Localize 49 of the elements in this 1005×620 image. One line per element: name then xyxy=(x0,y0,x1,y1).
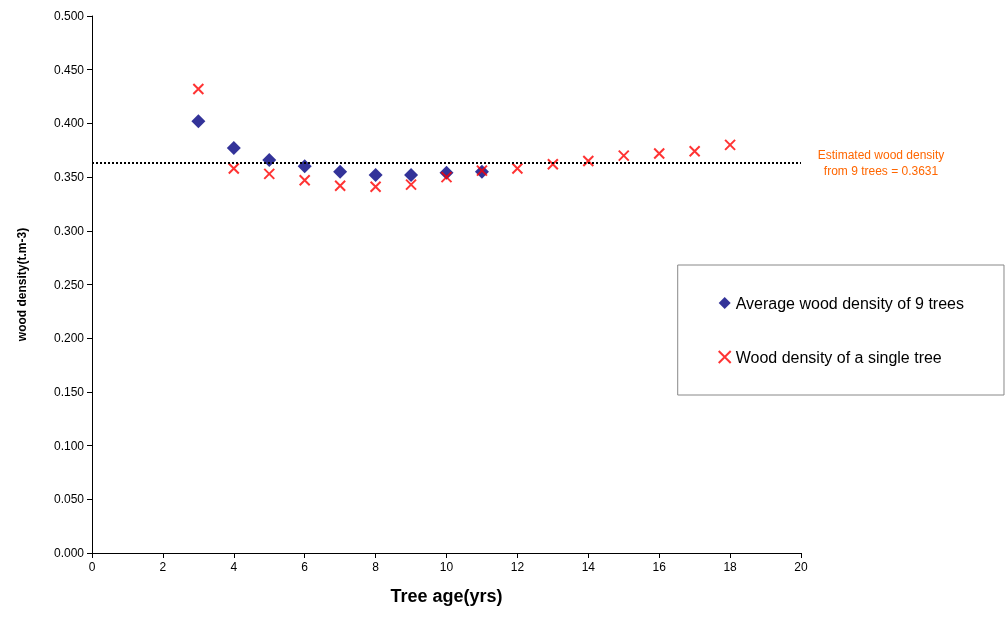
y-tick-label: 0.400 xyxy=(53,116,85,131)
y-tick-label: 0.200 xyxy=(53,331,85,346)
y-tick-label: 0.350 xyxy=(53,170,85,185)
x-axis-title: Tree age(yrs) xyxy=(390,586,503,606)
point xyxy=(368,167,383,182)
point xyxy=(192,83,205,96)
x-tick-label: 10 xyxy=(439,560,454,574)
x-tick-label: 14 xyxy=(581,560,596,574)
point xyxy=(263,167,276,180)
point xyxy=(511,162,524,175)
point xyxy=(298,174,311,187)
point xyxy=(369,180,382,193)
point xyxy=(582,154,595,167)
y-tick-label: 0.300 xyxy=(53,223,85,238)
point xyxy=(333,164,348,179)
y-tick-label: 0.000 xyxy=(53,546,85,560)
point xyxy=(297,159,312,174)
legend-label: Wood density of a single tree xyxy=(735,348,942,366)
point xyxy=(405,178,418,191)
y-tick-label: 0.500 xyxy=(53,9,85,23)
point xyxy=(653,147,666,160)
point xyxy=(688,145,701,158)
y-tick-label: 0.250 xyxy=(53,277,85,292)
point xyxy=(262,152,277,167)
y-tick-label: 0.100 xyxy=(53,438,85,453)
x-tick-label: 12 xyxy=(510,560,525,574)
y-tick-label: 0.450 xyxy=(53,62,85,77)
y-tick-label: 0.050 xyxy=(53,492,85,507)
x-tick-label: 16 xyxy=(652,560,667,574)
point xyxy=(226,141,241,156)
x-tick-label: 8 xyxy=(372,560,380,574)
point xyxy=(227,162,240,175)
point xyxy=(617,149,630,162)
y-tick-label: 0.150 xyxy=(53,384,85,399)
legend-label: Average wood density of 9 trees xyxy=(735,294,965,312)
point xyxy=(440,171,453,184)
x-tick-label: 0 xyxy=(88,560,96,574)
point xyxy=(404,167,419,182)
point xyxy=(546,158,559,171)
x-tick-label: 6 xyxy=(301,560,309,574)
point xyxy=(191,114,206,129)
x-tick-label: 20 xyxy=(794,560,808,574)
point xyxy=(724,138,737,151)
x-tick-label: 2 xyxy=(159,560,167,574)
ref-line-label: Estimated wood density from 9 trees = 0.3631 xyxy=(817,148,945,179)
y-axis-title: wood density(t.m-3) xyxy=(15,227,29,343)
point xyxy=(334,179,347,192)
x-tick-label: 4 xyxy=(230,560,238,574)
x-tick-label: 18 xyxy=(723,560,738,574)
